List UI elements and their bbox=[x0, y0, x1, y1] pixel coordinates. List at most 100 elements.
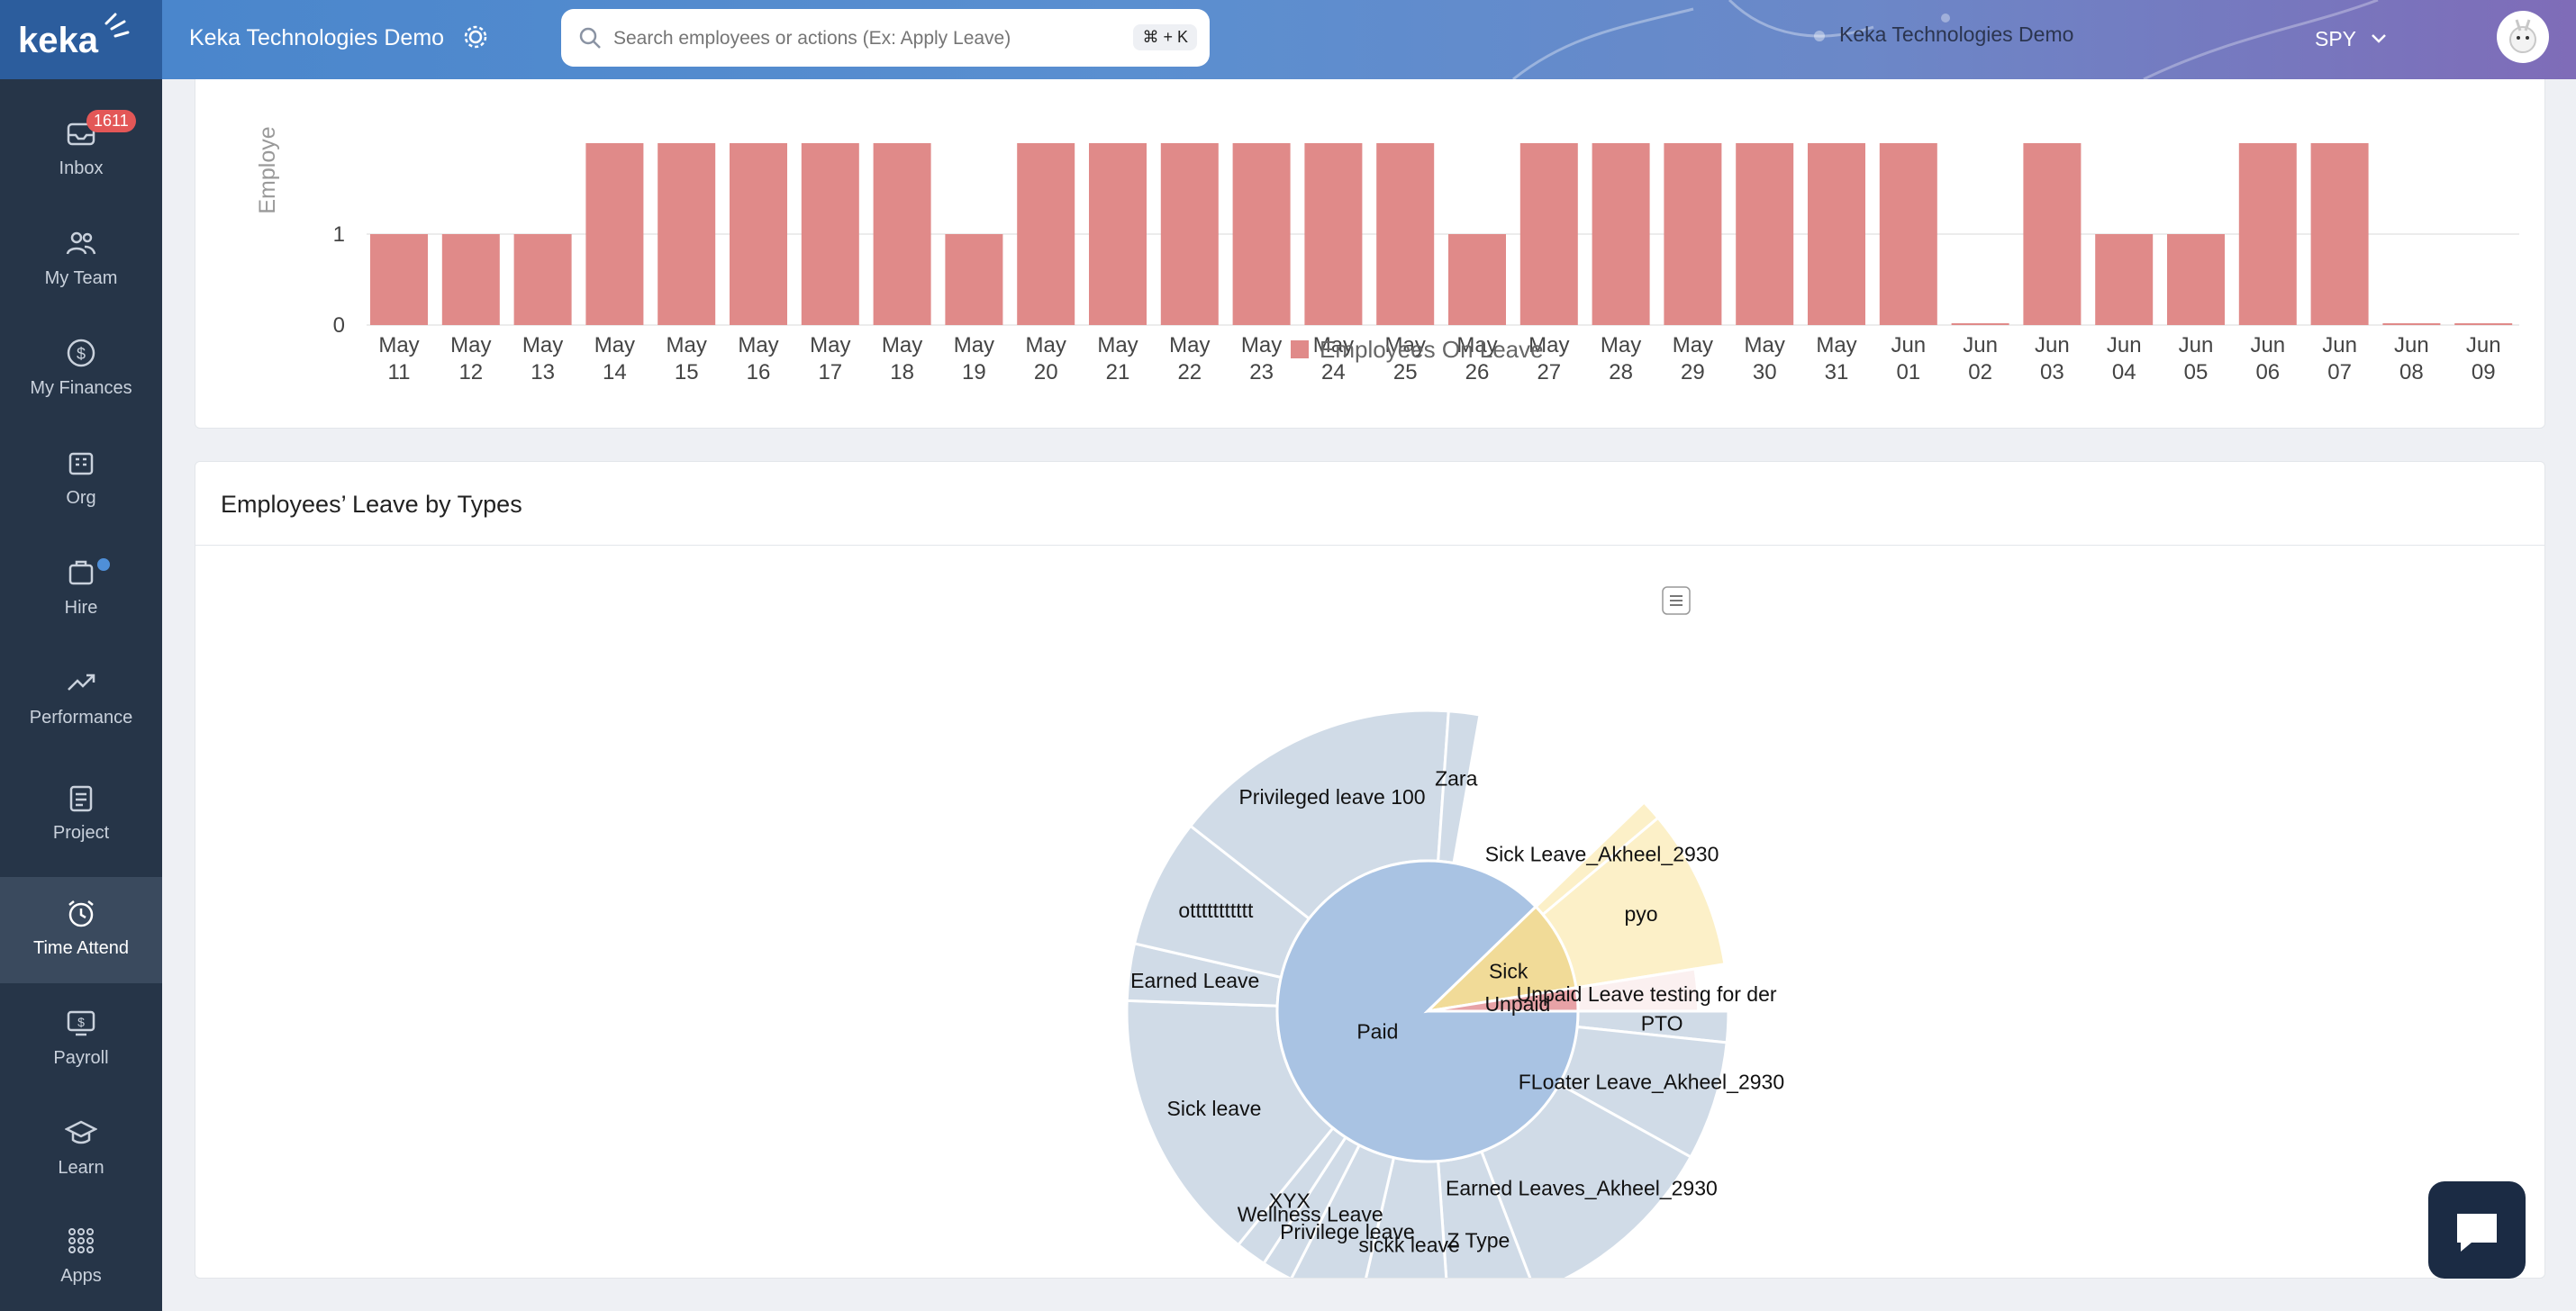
bar[interactable] bbox=[1592, 143, 1650, 325]
slice-label: sickk leave bbox=[1358, 1234, 1459, 1257]
slice-label: Privileged leave 100 bbox=[1238, 785, 1425, 809]
legend-swatch bbox=[1291, 340, 1309, 358]
org-name: Keka Technologies Demo bbox=[189, 25, 444, 50]
bar[interactable] bbox=[873, 143, 931, 325]
bar[interactable] bbox=[1664, 143, 1722, 325]
search-bar[interactable]: ⌘ + K bbox=[561, 9, 1210, 67]
search-icon bbox=[579, 27, 601, 49]
bar[interactable] bbox=[2167, 234, 2225, 325]
keka-logo[interactable]: keka bbox=[0, 0, 162, 79]
legend-label[interactable]: Employees On Leave bbox=[1320, 336, 1544, 363]
bar[interactable] bbox=[1376, 143, 1435, 325]
x-tick-label: 05 bbox=[2184, 360, 2209, 384]
bar[interactable] bbox=[1089, 143, 1147, 325]
sidebar-item-my-team[interactable]: My Team bbox=[0, 207, 162, 313]
sidebar-item-label: Apps bbox=[60, 1266, 102, 1286]
bar[interactable] bbox=[1519, 143, 1578, 325]
main-content: May 11 May 12 May 13 May 14 May 15 May 16 May 17 May 18… bbox=[162, 79, 2576, 1311]
bar[interactable] bbox=[1160, 143, 1219, 325]
sidebar-item-project[interactable]: Project bbox=[0, 762, 162, 868]
x-tick-label: May bbox=[1169, 333, 1210, 357]
sunburst-inner-slice[interactable] bbox=[1423, 904, 1578, 1014]
sidebar-item-payroll[interactable]: $ Payroll bbox=[0, 987, 162, 1093]
sidebar-item-hire[interactable]: Hire bbox=[0, 537, 162, 643]
bar[interactable] bbox=[2095, 234, 2154, 325]
sidebar-item-label: Performance bbox=[29, 708, 133, 728]
notification-dot bbox=[95, 556, 112, 573]
x-tick-label: May bbox=[882, 333, 922, 357]
bar[interactable] bbox=[1879, 143, 1937, 325]
bar[interactable] bbox=[730, 143, 787, 325]
user-initials[interactable]: SPY bbox=[2315, 27, 2357, 50]
banner-title: Keka Technologies Demo bbox=[1839, 23, 2073, 46]
bar[interactable] bbox=[658, 143, 716, 325]
bar[interactable] bbox=[1808, 143, 1865, 325]
chat-bubble-icon bbox=[2457, 1214, 2497, 1252]
bar[interactable] bbox=[1951, 323, 2009, 325]
bar[interactable] bbox=[441, 234, 500, 325]
bar[interactable] bbox=[2023, 143, 2082, 325]
slice-label: Sick Leave_Akheel_2930 bbox=[1485, 843, 1719, 866]
sunburst-inner-slice[interactable] bbox=[1427, 986, 1580, 1013]
x-tick-label: Jun bbox=[2394, 333, 2429, 357]
sidebar-item-my-finances[interactable]: $ My Finances bbox=[0, 317, 162, 423]
leave-trend-card: May 11 May 12 May 13 May 14 May 15 May 16 May 17 May 18… bbox=[195, 79, 2545, 429]
x-tick-label: 23 bbox=[1249, 360, 1274, 384]
x-tick-label: 04 bbox=[2112, 360, 2136, 384]
x-tick-label: May bbox=[1745, 333, 1785, 357]
sidebar-item-time-attend[interactable]: Time Attend bbox=[0, 877, 162, 983]
inbox-icon bbox=[67, 122, 95, 146]
bar[interactable] bbox=[513, 234, 572, 325]
sidebar-item-performance[interactable]: Performance bbox=[0, 646, 162, 753]
bar[interactable] bbox=[2382, 323, 2441, 325]
x-tick-label: May bbox=[954, 333, 994, 357]
bar[interactable] bbox=[801, 143, 859, 325]
bar[interactable] bbox=[2238, 143, 2297, 325]
x-tick-label: 03 bbox=[2040, 360, 2064, 384]
bar[interactable] bbox=[945, 234, 1003, 325]
settings-gear-icon[interactable] bbox=[462, 23, 489, 50]
chart-gridlines bbox=[367, 233, 2519, 326]
x-tick-label: May bbox=[1313, 333, 1354, 357]
sidebar-item-inbox[interactable]: 1611 Inbox bbox=[0, 97, 162, 203]
chart-menu-icon[interactable] bbox=[1662, 586, 1691, 615]
slice-label: Unpaid bbox=[1484, 992, 1550, 1016]
x-tick-label: May bbox=[810, 333, 850, 357]
sidebar: keka 1611 Inbox My Team $ My Finances Or… bbox=[0, 0, 162, 1311]
x-tick-label: May bbox=[1097, 333, 1138, 357]
bar[interactable] bbox=[2310, 143, 2369, 325]
svg-text:$: $ bbox=[77, 1015, 85, 1029]
bar[interactable] bbox=[1448, 234, 1506, 325]
x-tick-label: 15 bbox=[675, 360, 699, 384]
chat-button[interactable] bbox=[2428, 1181, 2526, 1279]
search-input[interactable] bbox=[612, 22, 1102, 56]
x-tick-label: May bbox=[1456, 333, 1497, 357]
bar[interactable] bbox=[1736, 143, 1794, 325]
avatar-image bbox=[2509, 19, 2536, 53]
chart-y-labels: 01 bbox=[333, 222, 345, 338]
leave-bar-chart: May 11 May 12 May 13 May 14 May 15 May 16 May 17 May 18… bbox=[255, 126, 2519, 384]
sidebar-item-label: Inbox bbox=[59, 158, 104, 178]
top-bar: Keka Technologies Demo Keka Technologies… bbox=[162, 0, 2576, 79]
bar[interactable] bbox=[370, 234, 428, 325]
sidebar-item-org[interactable]: Org bbox=[0, 427, 162, 533]
alarm-clock-icon bbox=[68, 900, 94, 927]
bar[interactable] bbox=[585, 143, 644, 325]
chevron-down-icon[interactable] bbox=[2369, 29, 2389, 49]
payroll-icon: $ bbox=[67, 1010, 95, 1036]
slice-label: Paid bbox=[1356, 1019, 1398, 1043]
slice-label: ottttttttttt bbox=[1178, 899, 1254, 922]
x-tick-label: 02 bbox=[1968, 360, 1992, 384]
bar[interactable] bbox=[2454, 323, 2513, 325]
bar[interactable] bbox=[1304, 143, 1363, 325]
avatar[interactable] bbox=[2497, 11, 2549, 63]
sidebar-item-label: Project bbox=[52, 823, 110, 843]
sidebar-item-apps[interactable]: Apps bbox=[0, 1205, 162, 1311]
slice-label: Privilege leave bbox=[1280, 1220, 1415, 1243]
bar[interactable] bbox=[1232, 143, 1291, 325]
slice-label: PTO bbox=[1641, 1012, 1683, 1035]
bar[interactable] bbox=[1017, 143, 1075, 325]
sidebar-item-learn[interactable]: Learn bbox=[0, 1097, 162, 1203]
x-tick-label: 30 bbox=[1753, 360, 1777, 384]
